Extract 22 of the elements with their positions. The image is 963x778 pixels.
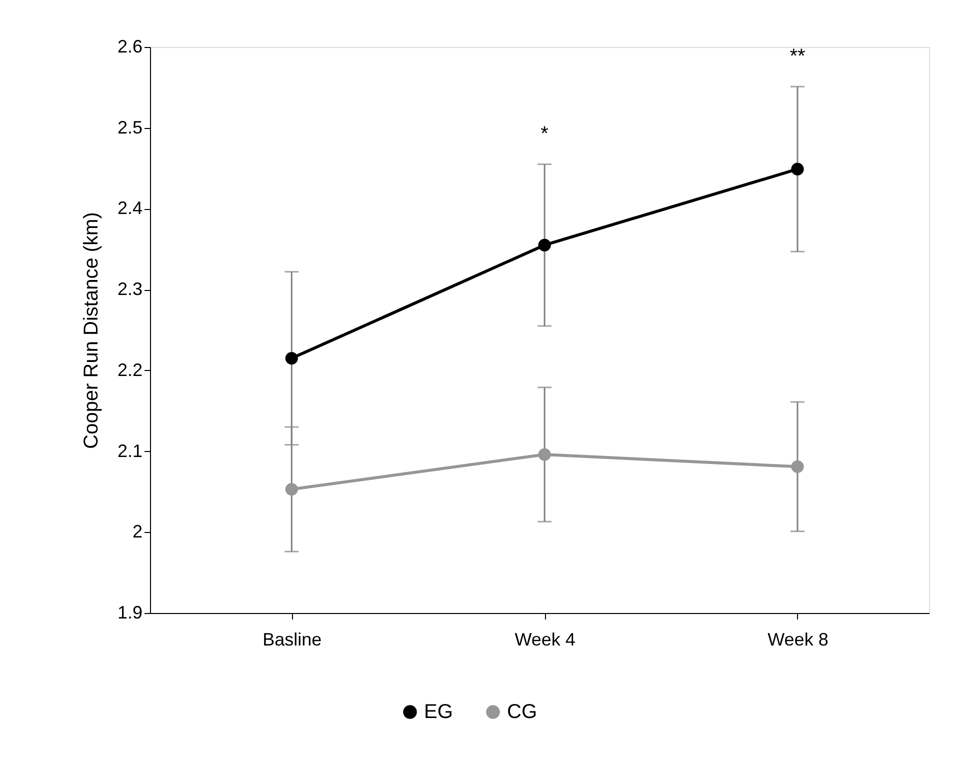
y-tick-label: 2 — [132, 522, 142, 542]
y-tick-label: 2.2 — [117, 360, 142, 380]
x-tick-label: Basline — [262, 630, 322, 650]
legend-label: EG — [424, 701, 453, 723]
y-tick-label: 2.4 — [117, 198, 142, 218]
point — [538, 238, 551, 252]
y-tick-label: 1.9 — [117, 602, 142, 622]
point — [285, 352, 298, 365]
y-tick-label: 2.6 — [117, 36, 142, 56]
annotation: ** — [790, 46, 806, 68]
x-tick-label: Week 4 — [514, 630, 576, 650]
x-tick-label: Week 8 — [768, 630, 828, 650]
y-tick-label: 2.5 — [117, 117, 142, 138]
y-tick-label: 2.3 — [117, 279, 142, 300]
y-tick-label: 2.1 — [117, 440, 142, 461]
point — [285, 482, 298, 496]
point — [791, 162, 804, 176]
legend-label: CG — [507, 701, 537, 723]
point — [791, 460, 804, 473]
point — [538, 448, 551, 461]
y-axis-title: Cooper Run Distance (km) — [80, 212, 102, 449]
annotation: * — [540, 123, 549, 146]
